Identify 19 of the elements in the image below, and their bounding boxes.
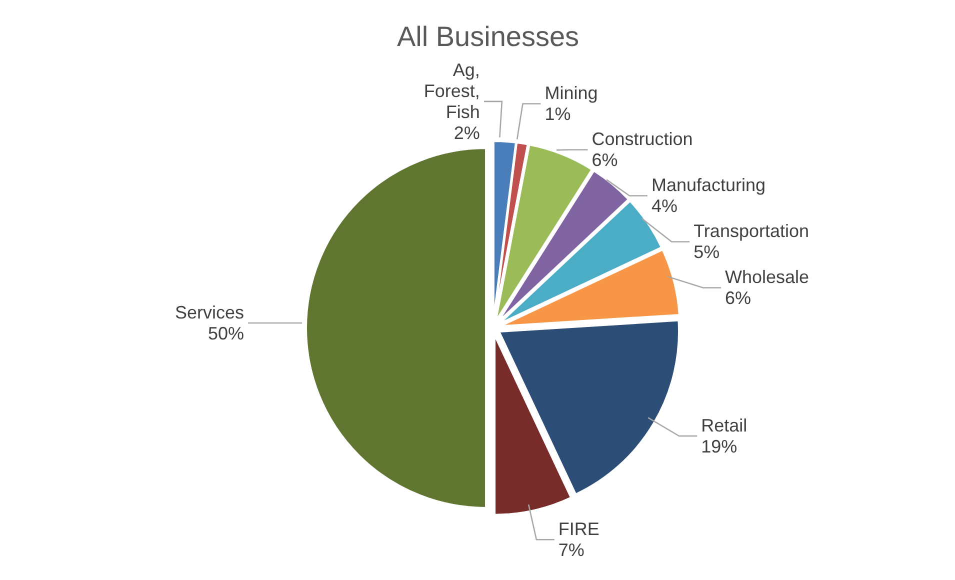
data-label: 6% bbox=[592, 150, 618, 170]
data-label: 1% bbox=[544, 104, 571, 124]
slice-label: Wholesale bbox=[725, 267, 810, 288]
slice-label: Retail bbox=[701, 416, 748, 436]
data-label: 50% bbox=[208, 324, 244, 344]
data-label: 19% bbox=[701, 436, 738, 457]
slice-label: Ag, Forest, Fish bbox=[424, 60, 480, 122]
slice-label: Mining bbox=[544, 83, 598, 104]
data-label: 7% bbox=[558, 540, 584, 560]
data-label: 5% bbox=[694, 242, 720, 262]
slice-label: Construction bbox=[592, 129, 693, 150]
slice-label: FIRE bbox=[558, 519, 600, 540]
slice-label: Services bbox=[174, 302, 244, 322]
chart-title: All Businesses bbox=[396, 21, 580, 52]
data-label: 4% bbox=[652, 196, 678, 216]
slice-label: Transportation bbox=[694, 221, 810, 242]
data-label: 2% bbox=[454, 122, 480, 143]
slice-label: Manufacturing bbox=[652, 175, 766, 196]
data-label: 6% bbox=[725, 288, 752, 308]
